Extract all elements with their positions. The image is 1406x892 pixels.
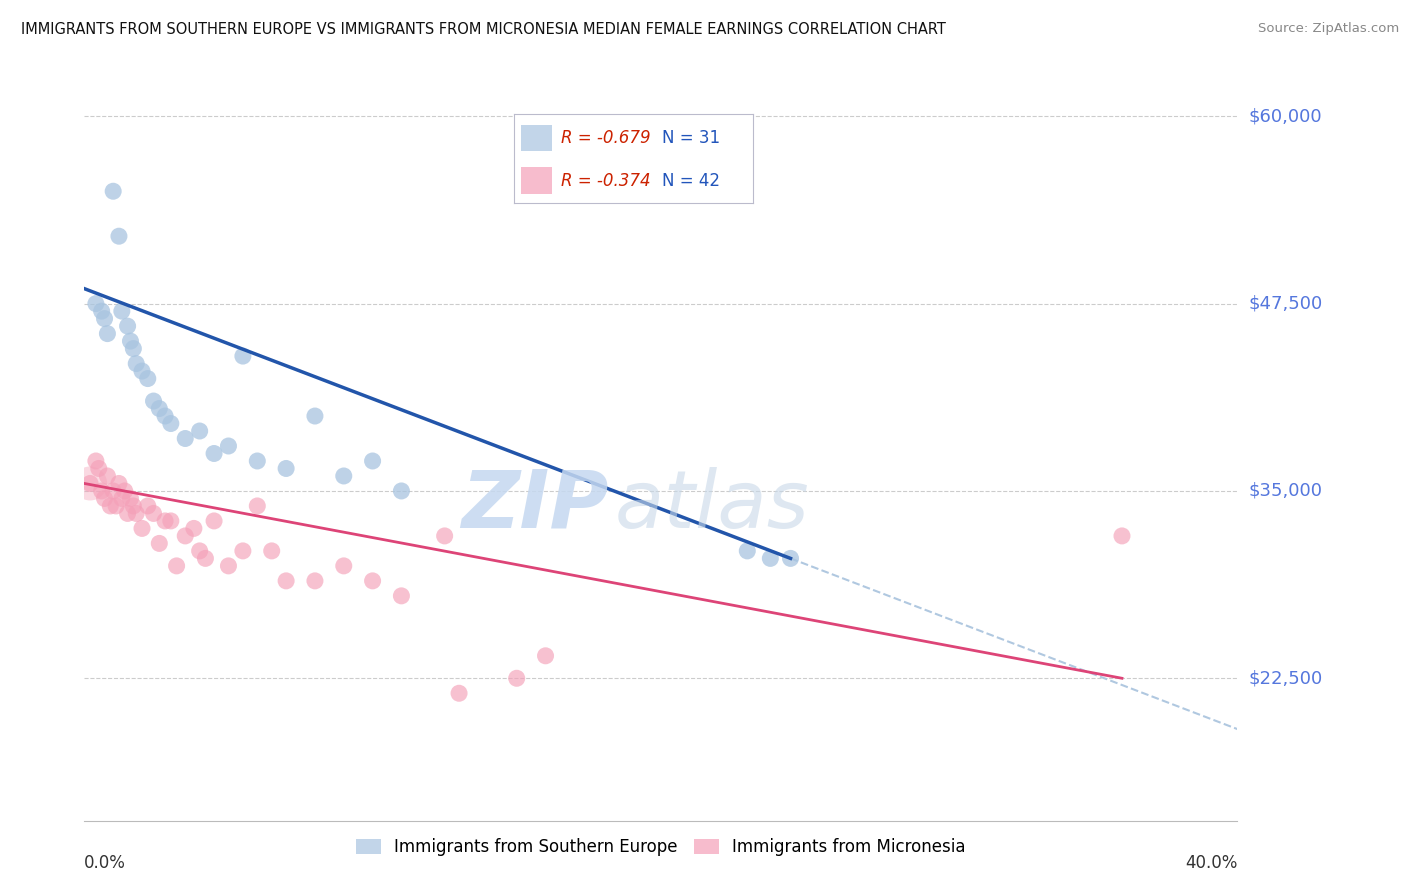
Point (391, 589, 413, 603)
Point (84, 454, 107, 468)
Point (142, 507, 165, 521)
Point (93, 491, 115, 506)
Point (174, 432, 197, 446)
Point (105, 499, 128, 513)
Legend: Immigrants from Southern Europe, Immigrants from Micronesia: Immigrants from Southern Europe, Immigra… (347, 830, 974, 864)
Point (79, 476, 101, 491)
Point (276, 574, 298, 588)
Point (260, 544, 283, 558)
Point (103, 184, 124, 198)
Point (111, 304, 134, 318)
Text: R = -0.679: R = -0.679 (561, 129, 651, 147)
Point (183, 521, 205, 535)
Point (166, 558, 188, 573)
Point (333, 469, 356, 483)
Point (131, 521, 153, 535)
Point (120, 491, 142, 506)
Point (737, 544, 759, 558)
Point (153, 514, 176, 528)
Point (96, 469, 118, 483)
Point (125, 357, 148, 371)
Point (98, 499, 121, 513)
Point (117, 507, 139, 521)
Point (246, 454, 269, 468)
Point (174, 529, 197, 543)
Point (506, 671, 529, 685)
Point (449, 686, 471, 700)
Point (108, 229, 131, 244)
Point (120, 334, 142, 348)
Text: $35,000: $35,000 (1249, 482, 1323, 500)
Point (136, 371, 159, 385)
Point (218, 439, 240, 453)
Point (391, 483, 413, 498)
Point (103, 483, 124, 498)
Text: ZIP: ZIP (461, 467, 609, 545)
Text: $60,000: $60,000 (1249, 107, 1322, 125)
Point (202, 446, 225, 460)
Text: N = 31: N = 31 (662, 129, 720, 147)
Point (304, 574, 326, 588)
Point (84, 296, 107, 310)
Point (333, 558, 356, 573)
Text: $47,500: $47,500 (1249, 294, 1323, 312)
Point (136, 499, 159, 513)
Point (114, 483, 136, 498)
Text: IMMIGRANTS FROM SOUTHERN EUROPE VS IMMIGRANTS FROM MICRONESIA MEDIAN FEMALE EARN: IMMIGRANTS FROM SOUTHERN EUROPE VS IMMIG… (21, 22, 946, 37)
Point (125, 507, 148, 521)
Point (160, 417, 183, 431)
Point (108, 476, 131, 491)
Point (117, 319, 139, 334)
Text: Source: ZipAtlas.com: Source: ZipAtlas.com (1258, 22, 1399, 36)
Point (202, 514, 225, 528)
Point (246, 499, 269, 513)
Point (1111, 529, 1133, 543)
Point (111, 491, 134, 506)
Point (87, 461, 110, 475)
Point (93, 311, 115, 326)
Point (433, 529, 456, 543)
Point (90, 483, 112, 498)
Point (188, 424, 211, 438)
Point (361, 574, 384, 588)
Point (160, 514, 183, 528)
Point (148, 401, 170, 416)
Point (96, 326, 118, 341)
Point (142, 394, 165, 409)
Text: 40.0%: 40.0% (1185, 855, 1237, 872)
Point (534, 648, 557, 663)
Point (779, 551, 801, 566)
Text: $22,500: $22,500 (1249, 669, 1323, 687)
Point (232, 544, 254, 558)
Point (232, 349, 254, 363)
Point (276, 461, 298, 475)
Point (361, 454, 384, 468)
Point (218, 558, 240, 573)
Text: 0.0%: 0.0% (84, 855, 127, 872)
Point (79, 476, 101, 491)
Point (90, 304, 112, 318)
Point (759, 551, 782, 566)
Text: N = 42: N = 42 (662, 172, 720, 190)
Bar (520, 125, 553, 152)
Point (304, 409, 326, 423)
Text: R = -0.374: R = -0.374 (561, 172, 651, 190)
Point (153, 409, 176, 423)
Point (148, 536, 170, 550)
Point (188, 544, 211, 558)
Point (131, 364, 153, 378)
Point (122, 499, 145, 513)
Point (122, 342, 145, 356)
Bar (520, 168, 553, 194)
Text: atlas: atlas (614, 467, 810, 545)
Point (194, 551, 217, 566)
